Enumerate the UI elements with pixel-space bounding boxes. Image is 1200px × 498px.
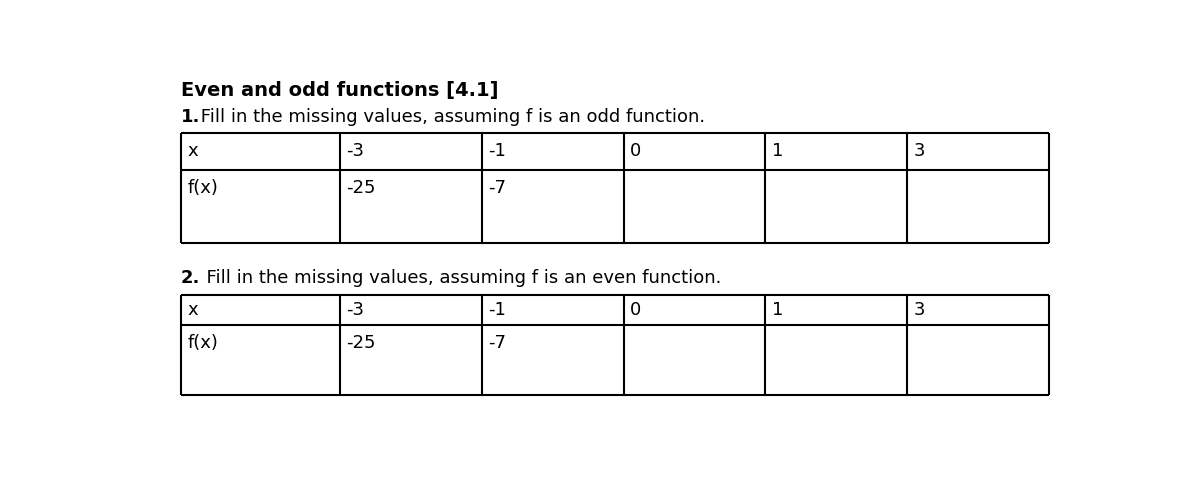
Text: 3: 3 — [913, 301, 925, 319]
Text: f(x): f(x) — [187, 334, 218, 352]
Text: -3: -3 — [347, 142, 365, 160]
Text: Fill in the missing values, assuming f is an odd function.: Fill in the missing values, assuming f i… — [194, 108, 706, 125]
Text: 2.: 2. — [181, 269, 200, 287]
Text: Even and odd functions [4.1]: Even and odd functions [4.1] — [181, 81, 498, 100]
Text: 1: 1 — [772, 142, 784, 160]
Text: Fill in the missing values, assuming f is an even function.: Fill in the missing values, assuming f i… — [194, 269, 721, 287]
Text: -25: -25 — [347, 334, 376, 352]
Text: 0: 0 — [630, 142, 641, 160]
Text: -25: -25 — [347, 179, 376, 197]
Text: 0: 0 — [630, 301, 641, 319]
Text: 3: 3 — [913, 142, 925, 160]
Text: -1: -1 — [488, 301, 506, 319]
Text: 1.: 1. — [181, 108, 200, 125]
Text: f(x): f(x) — [187, 179, 218, 197]
Text: -7: -7 — [488, 334, 506, 352]
Text: -1: -1 — [488, 142, 506, 160]
Text: x: x — [187, 142, 198, 160]
Text: x: x — [187, 301, 198, 319]
Text: -7: -7 — [488, 179, 506, 197]
Text: 1: 1 — [772, 301, 784, 319]
Text: -3: -3 — [347, 301, 365, 319]
